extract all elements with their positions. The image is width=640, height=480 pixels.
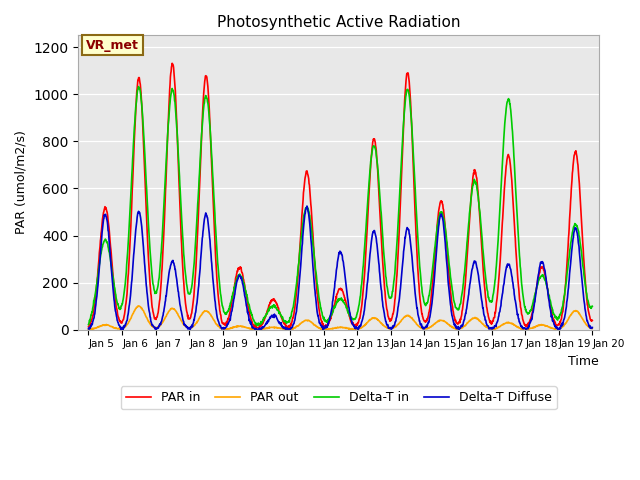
Delta-T Diffuse: [485, 325, 493, 331]
Delta-T in: [84, 322, 92, 327]
Delta-T Diffuse: [303, 203, 311, 209]
PAR in: [197, 150, 205, 156]
PAR out: [136, 303, 143, 309]
Delta-T in: [588, 303, 596, 309]
PAR out: [84, 326, 92, 332]
Delta-T Diffuse: [529, 309, 537, 315]
PAR out: [253, 326, 261, 332]
PAR out: [588, 325, 596, 331]
PAR in: [485, 315, 493, 321]
PAR in: [168, 60, 176, 66]
Delta-T Diffuse: [588, 324, 596, 330]
Delta-T in: [253, 323, 261, 328]
PAR in: [588, 318, 596, 324]
PAR in: [253, 325, 261, 331]
Delta-T in: [185, 291, 193, 297]
PAR out: [197, 312, 205, 318]
Title: Photosynthetic Active Radiation: Photosynthetic Active Radiation: [217, 15, 460, 30]
Line: Delta-T Diffuse: Delta-T Diffuse: [88, 206, 592, 330]
Delta-T Diffuse: [419, 324, 427, 330]
Delta-T in: [197, 144, 205, 150]
Delta-T in: [419, 293, 427, 299]
PAR out: [86, 327, 93, 333]
PAR out: [185, 325, 193, 331]
Delta-T in: [253, 323, 261, 328]
X-axis label: Time: Time: [568, 355, 599, 368]
PAR in: [84, 324, 92, 330]
Delta-T Diffuse: [196, 258, 204, 264]
PAR in: [529, 304, 537, 310]
Delta-T Diffuse: [253, 327, 261, 333]
PAR in: [185, 315, 193, 321]
PAR in: [419, 314, 427, 320]
Y-axis label: PAR (umol/m2/s): PAR (umol/m2/s): [15, 131, 28, 234]
Line: PAR in: PAR in: [88, 63, 592, 329]
Delta-T Diffuse: [184, 325, 192, 331]
PAR in: [253, 326, 261, 332]
PAR out: [529, 325, 537, 331]
Line: PAR out: PAR out: [88, 306, 592, 330]
Delta-T in: [485, 294, 493, 300]
Delta-T Diffuse: [252, 327, 259, 333]
Delta-T in: [134, 84, 142, 89]
Legend: PAR in, PAR out, Delta-T in, Delta-T Diffuse: PAR in, PAR out, Delta-T in, Delta-T Dif…: [121, 386, 557, 409]
Text: VR_met: VR_met: [86, 38, 139, 51]
Line: Delta-T in: Delta-T in: [88, 86, 592, 325]
Delta-T Diffuse: [84, 326, 92, 332]
PAR out: [485, 325, 493, 331]
Delta-T in: [529, 300, 537, 305]
PAR out: [419, 326, 427, 332]
